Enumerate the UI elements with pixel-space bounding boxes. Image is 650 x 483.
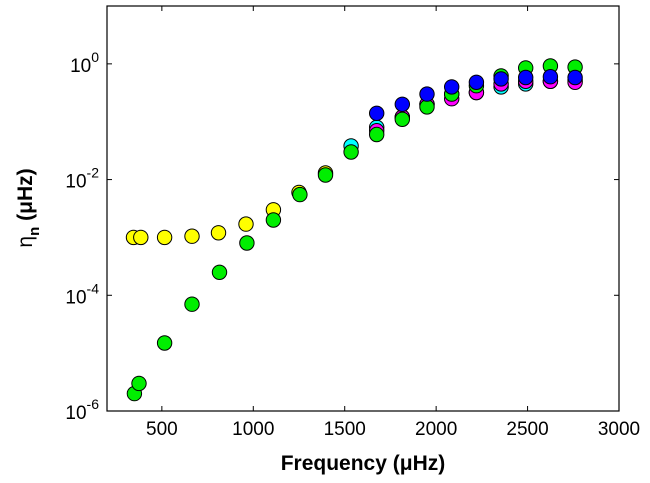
data-point bbox=[238, 216, 254, 232]
data-point bbox=[468, 74, 485, 91]
data-point bbox=[542, 69, 559, 85]
y-tick-label-exponent: 0 bbox=[91, 49, 99, 65]
data-point bbox=[567, 69, 583, 86]
y-tick-label: 100 bbox=[70, 49, 99, 77]
data-point bbox=[211, 264, 228, 280]
data-point bbox=[394, 111, 410, 128]
data-points bbox=[125, 58, 583, 402]
data-point bbox=[444, 79, 460, 95]
x-tick-label: 3000 bbox=[598, 419, 640, 440]
data-point bbox=[292, 186, 308, 203]
y-tick-label-exponent: -2 bbox=[87, 165, 100, 181]
y-tick-label: 10-2 bbox=[65, 165, 99, 193]
data-point bbox=[343, 144, 359, 160]
data-point bbox=[131, 375, 147, 392]
plot-frame bbox=[106, 5, 620, 412]
y-tick-label: 10-6 bbox=[65, 396, 99, 424]
data-point bbox=[156, 335, 173, 351]
y-tick-label-base: 10 bbox=[70, 56, 91, 77]
x-tick-label: 1000 bbox=[232, 419, 274, 440]
y-axis-label-subscript: n bbox=[26, 227, 43, 236]
data-point bbox=[493, 71, 509, 87]
x-axis-label: Frequency (μHz) bbox=[281, 452, 446, 475]
y-tick-label-base: 10 bbox=[65, 403, 86, 424]
x-tick-label: 2500 bbox=[506, 419, 548, 440]
data-point bbox=[518, 69, 534, 86]
data-point bbox=[184, 296, 200, 312]
data-point bbox=[133, 229, 149, 246]
data-point bbox=[210, 225, 227, 241]
data-point bbox=[394, 96, 410, 113]
data-point bbox=[265, 212, 282, 228]
data-point bbox=[156, 229, 173, 246]
data-point bbox=[419, 99, 435, 115]
x-tick-label: 2000 bbox=[415, 419, 457, 440]
data-point bbox=[369, 126, 385, 143]
data-point bbox=[317, 167, 334, 183]
y-tick-label-exponent: -6 bbox=[87, 396, 100, 412]
y-tick-label-base: 10 bbox=[65, 172, 86, 193]
svg-text:ηn (μHz): ηn (μHz) bbox=[14, 168, 43, 247]
data-point bbox=[369, 105, 385, 122]
data-point bbox=[239, 235, 255, 251]
y-axis-label-unit: (μHz) bbox=[14, 168, 37, 221]
y-axis-label: ηn (μHz) bbox=[14, 168, 43, 247]
data-point bbox=[419, 86, 435, 102]
x-tick-label: 500 bbox=[146, 419, 178, 440]
y-tick-label-base: 10 bbox=[65, 287, 86, 308]
y-tick-label: 10-4 bbox=[65, 280, 99, 308]
y-tick-label-exponent: -4 bbox=[87, 280, 100, 296]
data-point bbox=[184, 228, 200, 244]
x-tick-label: 1500 bbox=[324, 419, 366, 440]
y-axis-label-symbol: η bbox=[14, 236, 37, 248]
